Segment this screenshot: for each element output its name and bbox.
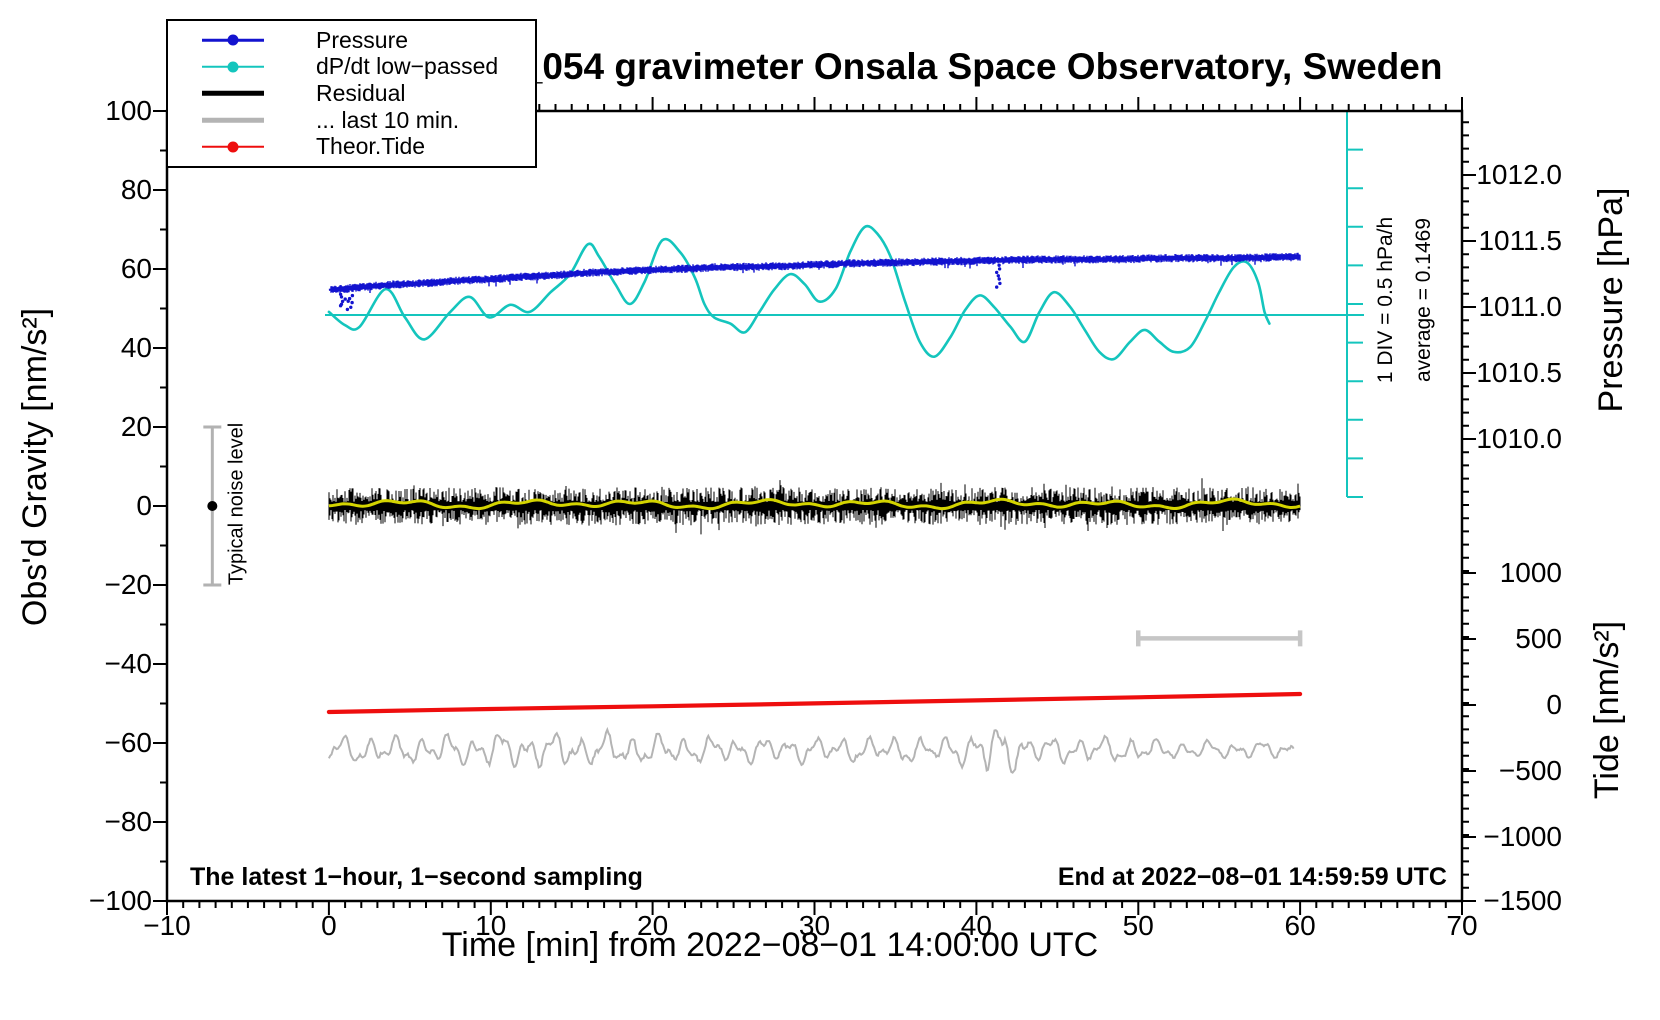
pressure-outlier-dot [350, 293, 355, 298]
legend-swatch-dpdt [202, 60, 264, 74]
last10-series [328, 726, 1295, 774]
pressure-tick-label: 1012.0 [1476, 159, 1562, 190]
y-left-tick-label: 100 [105, 95, 152, 126]
pressure-outlier-dot [997, 277, 1001, 281]
pressure-tick-label: 1011.0 [1478, 291, 1562, 322]
pressure-tick-label: 1011.5 [1478, 225, 1562, 256]
x-tick-label: 50 [1122, 910, 1154, 941]
tide-tick-label: 0 [1546, 689, 1562, 720]
x-tick-label: 70 [1446, 910, 1478, 941]
y-left-tick-label: 40 [120, 332, 152, 363]
dpdt-scale-bar [1346, 111, 1363, 498]
legend-line [202, 91, 264, 96]
pressure-series-core [328, 255, 1301, 291]
pressure-outlier-dot [998, 281, 1002, 286]
annotation-sampling: The latest 1−hour, 1−second sampling [190, 863, 643, 891]
pressure-tick-label: 1010.0 [1476, 423, 1562, 454]
pressure-outlier-dot [350, 300, 354, 305]
plot-frame [165, 109, 1464, 903]
y-left-tick-label: −100 [88, 885, 152, 916]
page-title: SCG_054 gravimeter Onsala Space Observat… [441, 46, 1443, 87]
legend-label: Pressure [316, 26, 409, 53]
y-left-tick-label: −40 [104, 648, 153, 679]
annotation-noise-level: Typical noise level [225, 422, 248, 586]
legend-label: ... last 10 min. [316, 106, 460, 133]
x-tick-label: −10 [143, 910, 191, 941]
pressure-outlier-dot [342, 289, 347, 293]
tide-tick-label: 1000 [1499, 557, 1562, 588]
annotation-average: average = 0.1469 [1411, 217, 1435, 383]
pressure-outlier-dot [997, 267, 1002, 271]
legend-line [202, 117, 264, 123]
dpdt-series [327, 224, 1271, 361]
axis-ticks [153, 97, 1476, 915]
pressure-outlier-dot [338, 304, 343, 308]
x-tick-label: 20 [637, 910, 669, 941]
pressure-outlier-dot [347, 296, 352, 301]
tide-tick-label: −500 [1498, 755, 1562, 786]
pressure-outlier-dot [995, 270, 999, 275]
tide-tick-label: −1500 [1483, 885, 1562, 916]
legend-dot [227, 61, 239, 73]
pressure-tick-label: 1010.5 [1476, 357, 1562, 388]
y-left-tick-label: 20 [120, 411, 152, 442]
legend-item-tide: Theor.Tide [168, 133, 535, 160]
pressure-outlier-dot [338, 292, 343, 296]
legend-item-residual: Residual [168, 80, 535, 106]
residual-lowpass-series [328, 497, 1301, 511]
legend-swatch-last10 [202, 113, 264, 127]
legend-label: Theor.Tide [316, 133, 426, 160]
legend-dot [227, 141, 239, 153]
x-tick-label: 30 [798, 910, 831, 941]
x-axis-label: Time [min] from 2022−08−01 14:00:00 UTC [441, 926, 1099, 964]
pressure-outlier-dot [996, 274, 1000, 278]
noise-level-dot [207, 501, 218, 511]
legend-swatch-residual [202, 86, 264, 100]
last10-window-bar [1136, 630, 1303, 647]
x-tick-label: 60 [1284, 910, 1316, 941]
pressure-outlier-dot [340, 299, 345, 304]
pressure-outlier-dot [345, 307, 350, 312]
y-left-tick-label: 0 [136, 490, 152, 521]
pressure-outlier-dot [345, 289, 349, 293]
annotation-div-scale: 1 DIV = 0.5 hPa/h [1373, 216, 1397, 384]
legend-item-pressure: Pressure [168, 27, 535, 53]
tide-tick-label: 500 [1515, 623, 1562, 654]
x-tick-label: 0 [321, 910, 337, 941]
y-left-tick-label: 60 [120, 253, 152, 284]
y-left-tick-label: 80 [120, 174, 152, 205]
legend-item-last10: ... last 10 min. [168, 107, 535, 133]
legend-label: Residual [316, 79, 406, 106]
y-left-tick-label: −20 [104, 569, 153, 600]
pressure-outlier-dot [349, 305, 353, 309]
pressure-outlier-dot [339, 295, 344, 299]
pressure-outlier-dot [997, 263, 1001, 267]
tide-series [326, 691, 1303, 715]
y-left-tick-label: −60 [104, 727, 153, 758]
y-axis-label-tide: Tide [nm/s²] [1588, 620, 1627, 800]
legend-swatch-tide [202, 140, 264, 154]
y-left-tick-label: −80 [104, 806, 153, 837]
x-tick-label: 40 [960, 910, 992, 941]
y-axis-label-pressure: Pressure [hPa] [1592, 187, 1631, 413]
legend-dot [227, 34, 239, 46]
x-tick-label: 10 [475, 910, 507, 941]
annotation-end-time: End at 2022−08−01 14:59:59 UTC [1057, 863, 1447, 891]
pressure-outlier-dot [343, 297, 347, 301]
legend-label: dP/dt low−passed [316, 53, 499, 80]
pressure-outlier-dot [346, 299, 350, 303]
tide-tick-label: −1000 [1483, 821, 1562, 852]
pressure-outlier-dot [995, 285, 999, 289]
legend: Pressure dP/dt low−passed Residual ... l… [166, 19, 537, 168]
legend-item-dpdt: dP/dt low−passed [168, 53, 535, 80]
legend-swatch-pressure [202, 33, 264, 47]
